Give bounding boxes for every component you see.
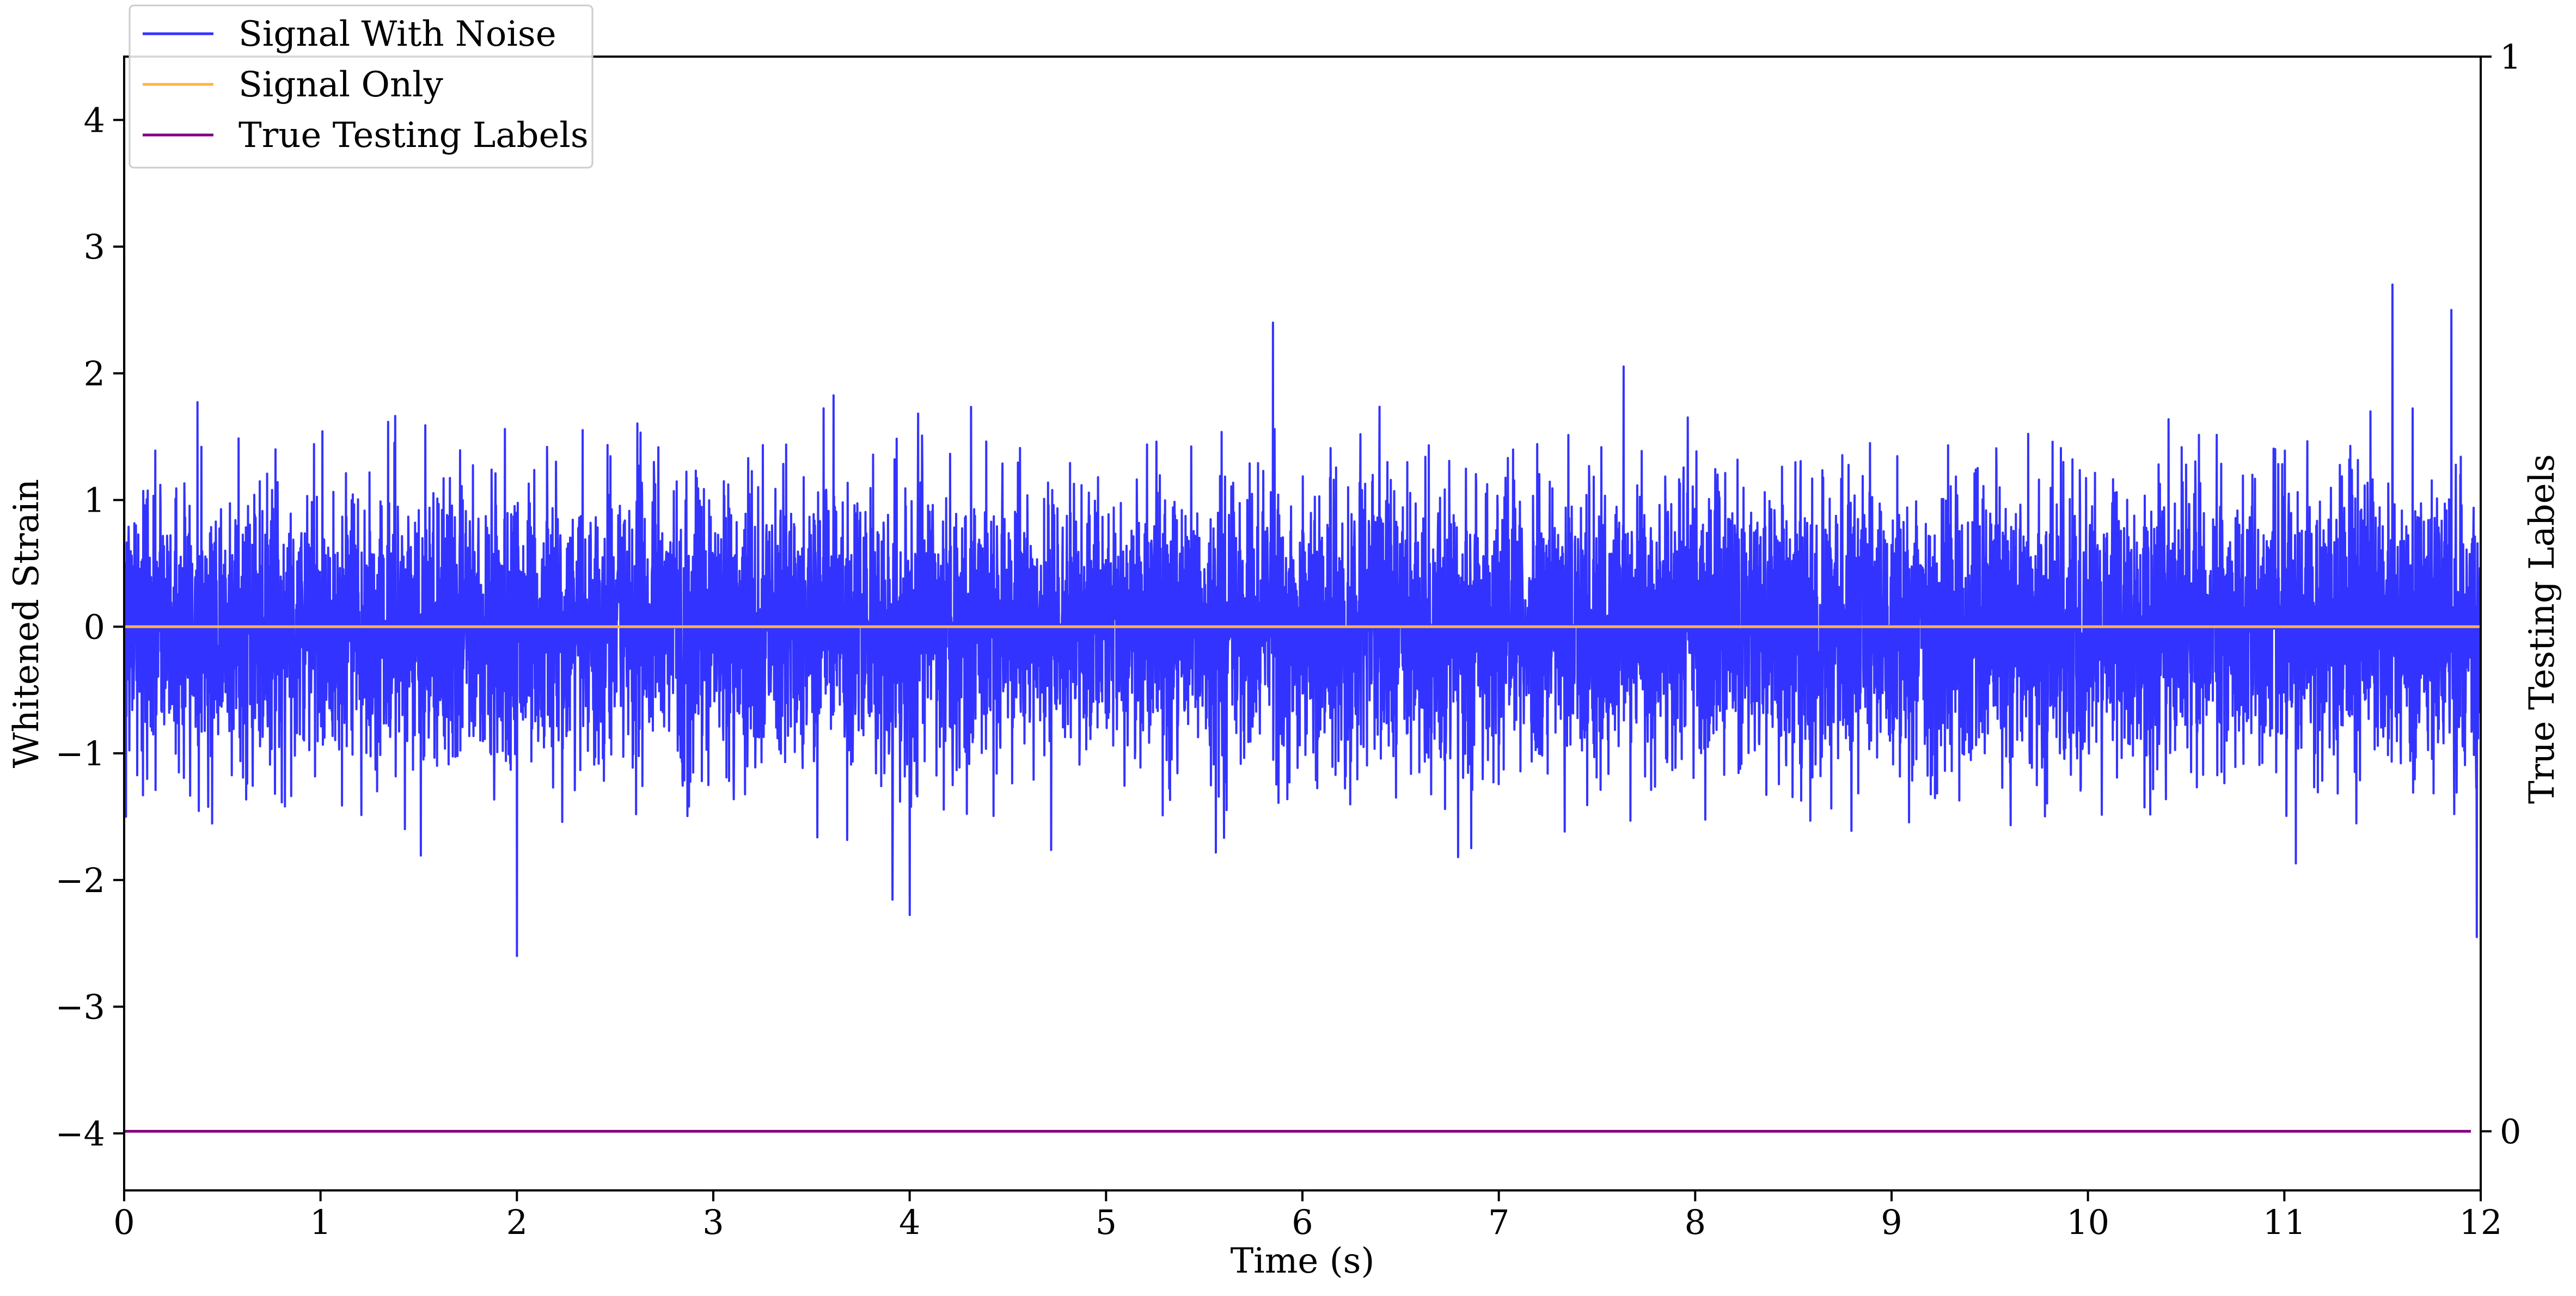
x-tick-label: 10 — [2066, 1202, 2109, 1242]
y-axis-right: 10 — [2481, 37, 2521, 1151]
x-axis: 0 1 2 3 4 5 6 7 8 9 10 11 12 — [113, 1190, 2502, 1242]
legend-label-signal-only: Signal Only — [238, 65, 443, 105]
y2-tick-label: 0 — [2500, 1111, 2521, 1151]
legend-label-signal-with-noise: Signal With Noise — [238, 14, 556, 54]
legend: Signal With Noise Signal Only True Testi… — [129, 4, 593, 169]
y-tick-label: 1 — [84, 481, 105, 520]
y-tick-label: −4 — [56, 1114, 105, 1153]
x-tick-label: 6 — [1292, 1202, 1313, 1242]
x-tick-label: 8 — [1685, 1202, 1706, 1242]
y-tick-label: 4 — [84, 100, 105, 140]
x-tick-label: 11 — [2263, 1202, 2306, 1242]
y2-axis-label: True Testing Labels — [2522, 454, 2562, 804]
line-signal-with-noise — [123, 56, 2482, 957]
x-tick-label: 4 — [899, 1202, 920, 1242]
y-tick-label: −3 — [56, 987, 105, 1027]
x-tick-label: 7 — [1488, 1202, 1509, 1242]
y-tick-label: 2 — [84, 354, 105, 394]
legend-label-true-testing-labels: True Testing Labels — [238, 115, 589, 156]
y-axis-left: 4 3 2 1 0 −1 −2 −3 −4 — [56, 100, 124, 1153]
y-tick-label: −1 — [56, 734, 105, 773]
y-axis-label: Whitened Strain — [7, 479, 47, 768]
y2-tick-label: 1 — [2500, 37, 2521, 77]
y-tick-label: 0 — [84, 607, 105, 647]
x-tick-label: 0 — [113, 1202, 134, 1242]
x-axis-label: Time (s) — [1231, 1241, 1375, 1281]
series-flat-lines — [124, 625, 2481, 1133]
y-tick-label: 3 — [84, 227, 105, 267]
legend-box — [129, 4, 593, 169]
series-signal-with-noise — [123, 56, 2482, 957]
x-tick-label: 3 — [702, 1202, 724, 1242]
x-tick-label: 5 — [1096, 1202, 1117, 1242]
x-tick-label: 1 — [310, 1202, 331, 1242]
x-tick-label: 2 — [506, 1202, 528, 1242]
x-tick-label: 12 — [2459, 1202, 2502, 1242]
y-tick-label: −2 — [56, 861, 105, 900]
x-tick-label: 9 — [1881, 1202, 1902, 1242]
